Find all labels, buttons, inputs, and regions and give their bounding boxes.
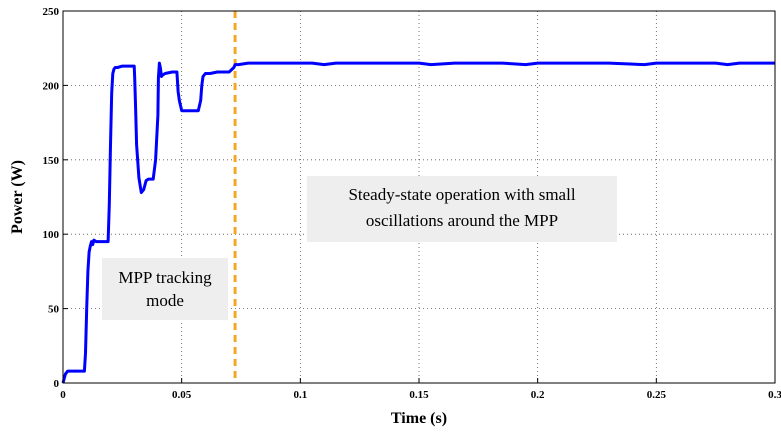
x-tick-label: 0.1 — [293, 389, 307, 401]
annotation-tracking-box — [102, 258, 228, 320]
x-tick-label: 0 — [60, 389, 66, 401]
annotation-steady-line1: Steady-state operation with small — [348, 185, 575, 204]
annotation-tracking-line2: mode — [146, 291, 184, 310]
y-tick-label: 100 — [43, 229, 60, 241]
y-tick-label: 50 — [48, 304, 60, 316]
x-tick-label: 0.15 — [409, 389, 429, 401]
annotation-steady: Steady-state operation with small oscill… — [307, 176, 617, 242]
axis-ticks: 0 0.05 0.1 0.15 0.2 0.25 0.3 0 50 100 150 200 250 — [43, 6, 781, 401]
x-tick-label: 0.2 — [531, 389, 545, 401]
x-axis-title: Time (s) — [391, 410, 447, 427]
y-axis-title: Power (W) — [9, 160, 26, 234]
x-tick-label: 0.05 — [172, 389, 192, 401]
annotation-steady-line2: oscillations around the MPP — [366, 211, 558, 230]
x-tick-label: 0.25 — [647, 389, 667, 401]
y-tick-label: 0 — [54, 378, 60, 390]
annotation-steady-box — [307, 176, 617, 242]
y-tick-label: 250 — [43, 6, 60, 18]
x-tick-label: 0.3 — [768, 389, 781, 401]
annotation-tracking-line1: MPP tracking — [118, 268, 212, 287]
annotation-tracking: MPP tracking mode — [102, 258, 228, 320]
power-series-line — [61, 61, 775, 384]
y-tick-label: 200 — [43, 80, 60, 92]
y-tick-label: 150 — [43, 155, 60, 167]
